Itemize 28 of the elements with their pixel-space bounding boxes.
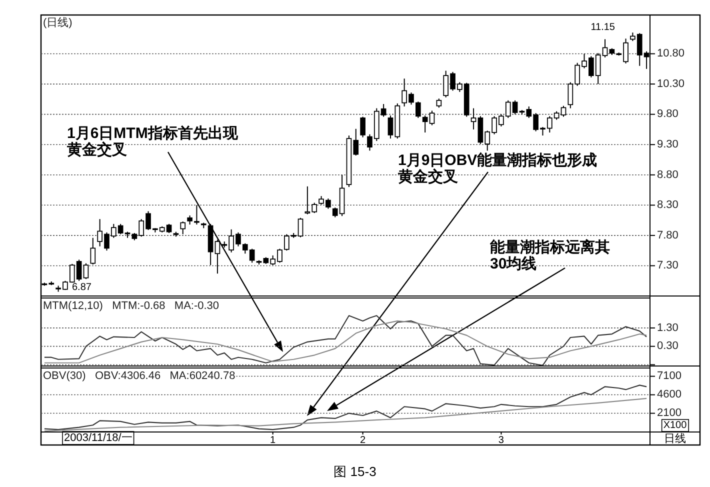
y-tick-label: 2100 [657, 407, 682, 420]
annotation: 11.15 [590, 22, 616, 33]
text: 日线 [664, 432, 686, 445]
y-tick-label: 0.30 [657, 340, 678, 352]
y-tick-label: 7100 [657, 370, 682, 382]
chart-title: MTM(12,10) MTM:-0.68 MA:-0.30 [43, 300, 220, 312]
annotation: 能量潮指标远离其30均线 [490, 238, 610, 272]
y-tick-label: 7.80 [657, 229, 678, 242]
x-tick-label: 2 [360, 435, 366, 446]
y-tick-label: 9.80 [657, 108, 678, 120]
y-tick-label: 9.30 [657, 138, 678, 151]
x-tick-label: 3 [498, 435, 504, 446]
y-tick-label: 8.80 [657, 168, 678, 181]
x-tick-label: 1 [270, 435, 276, 446]
y-tick-label: 10.30 [657, 78, 685, 90]
y-tick-label: 10.80 [657, 48, 685, 60]
text: X100 [663, 420, 688, 431]
y-tick-label: 7.30 [657, 260, 678, 272]
y-tick-label: 4600 [657, 388, 682, 401]
y-tick-label: 1.30 [657, 322, 678, 334]
chart-title: (日线) [43, 16, 72, 29]
annotation: 6.87 [72, 282, 92, 293]
caption: 图 15-3 [334, 464, 376, 479]
annotation: 1月6日MTM指标首先出现黄金交叉 [66, 125, 239, 158]
y-tick-label: 8.30 [657, 199, 678, 212]
annotation: 1月9日OBV能量潮指标也形成黄金交叉 [397, 152, 598, 186]
chart-title: OBV(30) OBV:4306.46 MA:60240.78 [43, 370, 236, 382]
annotation: 2003/11/18/一 [64, 432, 132, 444]
